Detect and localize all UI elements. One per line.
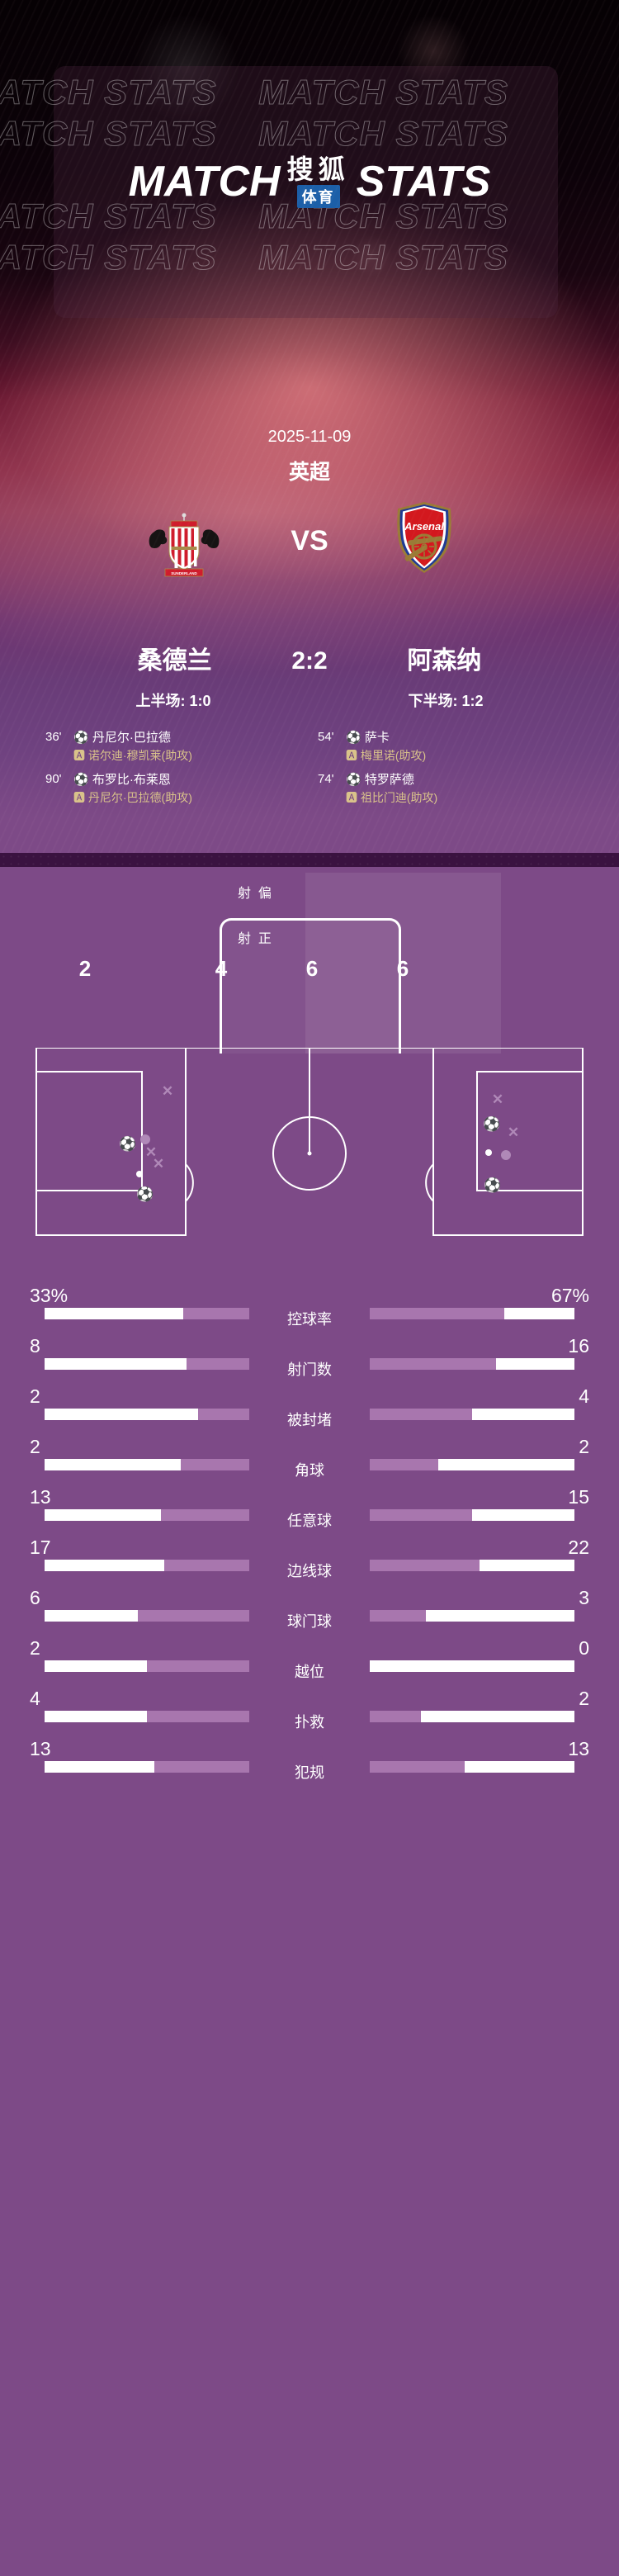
svg-text:✕: ✕ [492,1091,503,1107]
svg-text:SUNDERLAND: SUNDERLAND [171,571,197,575]
svg-text:Arsenal: Arsenal [404,520,444,533]
svg-text:✕: ✕ [508,1125,519,1140]
svg-text:⚽: ⚽ [483,1177,501,1193]
svg-text:⚽: ⚽ [135,1186,154,1202]
svg-text:⚽: ⚽ [118,1135,136,1152]
svg-text:✕: ✕ [162,1083,173,1099]
svg-text:✕: ✕ [153,1156,164,1172]
svg-text:⚽: ⚽ [482,1115,500,1132]
